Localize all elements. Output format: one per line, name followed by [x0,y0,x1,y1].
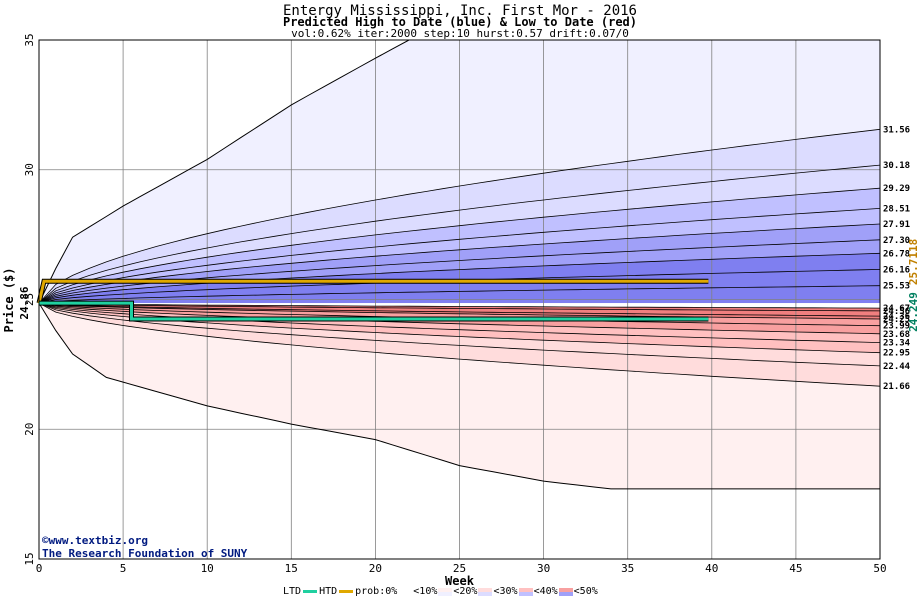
percentile-line-0 [38,128,881,304]
lower-band-7 [39,303,880,319]
watermark-url: ©www.textbiz.org [42,534,148,547]
lower-band-4 [39,303,880,343]
percentile-line-17 [38,302,881,367]
percentile-label-18: 21.66 [883,382,910,392]
series-lines [36,278,709,322]
percentile-label-11: 24.36 [883,312,910,322]
percentile-line-9 [38,302,881,309]
x-tick-label-35: 35 [621,562,634,575]
lower-band-2 [39,303,880,366]
chart-title: Entergy Mississippi, Inc. First Mor - 20… [282,3,637,19]
start-price-label: 24.86 [18,286,31,319]
x-tick-label-5: 5 [120,562,127,575]
lower-band-3 [39,303,880,353]
x-tick-label-0: 0 [36,562,43,575]
legend-prob0-label: prob:0% [355,586,398,597]
chart-subtitle: Predicted High to Date (blue) & Low to D… [282,15,637,29]
legend-ltd-label: LTD [283,586,302,597]
lower-band-1 [39,303,880,387]
legend: LTD HTD prob:0% <10% <20% <30% <40% <50% [283,586,598,597]
axes [38,39,881,560]
percentile-line-11 [38,302,881,317]
percentile-label-17: 22.44 [883,362,911,372]
legend-swatch-30 [518,587,533,596]
legend-swatch-0 [398,587,413,596]
chart-parameters: vol:0.62% iter:2000 step:10 hurst:0.57 d… [291,27,629,40]
upper-band-2 [39,165,880,304]
legend-swatch-40 [558,587,573,596]
percentile-line-8 [38,285,881,304]
percentile-label-6: 26.78 [883,249,910,259]
x-tick-label-50: 50 [873,562,886,575]
axis-labels: 31.56 30.18 29.29 28.51 27.91 27.30 26.78 26.16… [2,33,920,588]
percentile-label-10: 24.56 [883,307,910,317]
plot-frame [38,39,881,560]
percentile-label-0: 31.56 [883,125,910,135]
legend-lt30-label: <30% [493,586,518,597]
percentile-label-9: 24.67 [883,304,910,314]
x-tick-label-10: 10 [201,562,214,575]
legend-swatch-10 [438,587,453,596]
x-tick-label-25: 25 [453,562,466,575]
percentile-line-18 [38,302,881,387]
last-ltd-label: 24.249 [907,292,920,332]
percentile-line-6 [38,252,881,304]
x-axis-label: Week [445,574,475,588]
lower-envelope-line [38,302,880,490]
legend-lt40-label: <40% [533,586,558,597]
y-tick-label-35: 35 [23,33,36,46]
upper-band-3 [39,188,880,304]
x-tick-label-30: 30 [537,562,550,575]
upper-band-4 [39,208,880,304]
percentile-label-7: 26.16 [883,265,910,275]
legend-lt10-label: <10% [413,586,438,597]
x-tick-label-15: 15 [285,562,298,575]
watermark-org: The Research Foundation of SUNY [42,547,248,560]
percentile-line-12 [38,302,881,320]
percentile-line-2 [38,187,881,304]
percentile-label-14: 23.68 [883,330,910,340]
y-tick-label-30: 30 [23,163,36,176]
x-tick-label-20: 20 [369,562,382,575]
y-axis-label: Price ($) [2,267,16,332]
ltd-line [39,301,709,321]
y-tick-label-15: 15 [23,552,36,565]
legend-ltd-swatch [303,590,318,593]
htd-line [37,279,709,304]
percentile-label-8: 25.53 [883,282,910,292]
y-tick-label-25: 25 [23,293,36,306]
percentile-label-3: 28.51 [883,204,910,214]
percentile-line-10 [38,302,881,312]
legend-swatch-20 [478,587,493,596]
legend-htd-swatch [339,590,354,593]
percentile-line-1 [38,164,881,304]
upper-band-1 [39,129,880,304]
percentile-label-16: 22.95 [883,349,910,359]
percentile-line-3 [38,208,881,304]
upper-band-6 [39,239,880,304]
last-htd-label: 25.7118 [907,239,920,285]
upper-band-5 [39,224,880,304]
legend-lt20-label: <20% [453,586,478,597]
percentile-label-15: 23.34 [883,339,911,349]
percentile-label-13: 23.99 [883,322,910,332]
percentile-label-4: 27.91 [883,220,910,230]
percentile-line-14 [38,302,881,335]
percentile-label-12: 24.25 [883,315,910,325]
percentile-line-4 [38,223,881,304]
percentile-label-2: 29.29 [883,184,910,194]
x-tick-label-40: 40 [705,562,718,575]
legend-htd-label: HTD [319,586,338,597]
y-tick-label-20: 20 [23,423,36,436]
percentile-label-1: 30.18 [883,161,910,171]
legend-lt50-label: <50% [573,586,598,597]
percentile-label-5: 27.30 [883,236,910,246]
x-tick-label-45: 45 [789,562,802,575]
